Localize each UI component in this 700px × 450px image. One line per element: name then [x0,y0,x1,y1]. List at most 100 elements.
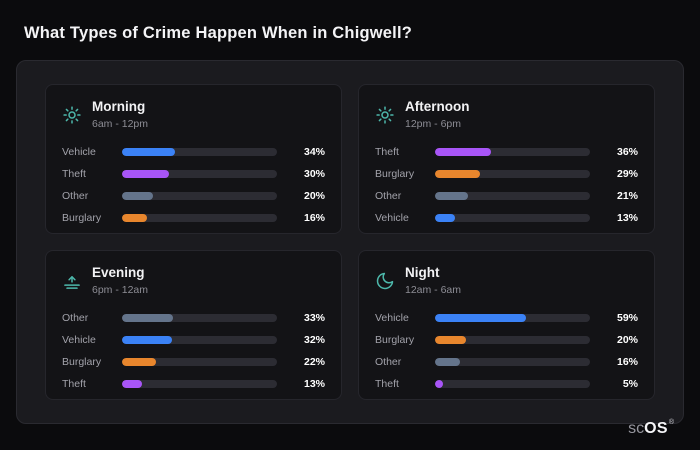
logo-prefix: sc [628,420,645,437]
bar-row: Theft 13% [62,378,325,390]
category-label: Burglary [62,211,102,224]
value-label: 16% [616,355,638,368]
bar-track [435,379,590,388]
value-label: 22% [303,355,325,368]
bar-fill [435,191,468,200]
bar-track [122,213,277,222]
value-label: 33% [303,311,325,324]
value-label: 13% [616,211,638,224]
time-card-afternoon: Afternoon 12pm - 6pm Theft 36% Burglary 29%… [358,84,655,234]
bar-row: Theft 30% [62,168,325,180]
category-label: Other [62,311,89,324]
category-label: Vehicle [62,145,96,158]
card-header-text: Afternoon 12pm - 6pm [405,99,470,130]
card-header-text: Morning 6am - 12pm [92,99,149,130]
value-label: 30% [303,167,325,180]
bar-track [435,357,590,366]
bar-fill [435,357,460,366]
card-header: Afternoon 12pm - 6pm [375,99,638,130]
bar-row: Vehicle 34% [62,146,325,158]
bar-row: Vehicle 32% [62,334,325,346]
bar-row: Burglary 22% [62,356,325,368]
card-title: Night [405,265,440,280]
category-label: Burglary [375,167,415,180]
bar-fill [122,335,172,344]
value-label: 16% [303,211,325,224]
bar-rows: Vehicle 34% Theft 30% Other 20% Burglary 16% [62,146,325,224]
bar-row: Burglary 16% [62,212,325,224]
card-header: Night 12am - 6am [375,265,638,296]
bar-track [435,169,590,178]
card-subtitle: 6pm - 12am [92,283,149,296]
card-title: Evening [92,265,145,280]
card-title: Morning [92,99,146,114]
value-label: 20% [303,189,325,202]
category-label: Other [62,189,89,202]
bar-row: Burglary 29% [375,168,638,180]
sun-icon [62,105,82,125]
card-subtitle: 6am - 12pm [92,117,149,130]
dashboard-panel: Morning 6am - 12pm Vehicle 34% Theft 30% Oth… [16,60,684,424]
bar-fill [435,379,443,388]
bar-fill [122,169,169,178]
bar-rows: Theft 36% Burglary 29% Other 21% Vehicle 13% [375,146,638,224]
value-label: 32% [303,333,325,346]
time-card-morning: Morning 6am - 12pm Vehicle 34% Theft 30% Oth… [45,84,342,234]
time-card-night: Night 12am - 6am Vehicle 59% Burglary 20% Ot… [358,250,655,400]
value-label: 36% [616,145,638,158]
bar-fill [122,313,174,322]
bar-fill [122,379,143,388]
card-subtitle: 12am - 6am [405,283,462,296]
category-label: Vehicle [375,211,409,224]
bar-track [435,313,590,322]
bar-row: Vehicle 59% [375,312,638,324]
category-label: Theft [375,377,399,390]
bar-fill [122,147,175,156]
bar-row: Theft 36% [375,146,638,158]
bar-track [122,191,277,200]
logo-main: OS [644,420,668,437]
bar-fill [122,213,147,222]
category-label: Burglary [62,355,102,368]
value-label: 13% [303,377,325,390]
card-header-text: Night 12am - 6am [405,265,462,296]
time-card-evening: Evening 6pm - 12am Other 33% Vehicle 32% Bur… [45,250,342,400]
bar-track [122,379,277,388]
registered-mark: ® [668,419,674,426]
category-label: Burglary [375,333,415,346]
page-title: What Types of Crime Happen When in Chigw… [24,24,413,42]
bar-row: Vehicle 13% [375,212,638,224]
bar-track [435,191,590,200]
bar-track [122,335,277,344]
category-label: Vehicle [375,311,409,324]
value-label: 59% [616,311,638,324]
moon-icon [375,271,395,291]
bar-fill [435,169,480,178]
bar-row: Other 33% [62,312,325,324]
sunset-icon [62,271,82,291]
bar-row: Other 16% [375,356,638,368]
bar-fill [122,357,157,366]
bar-track [122,147,277,156]
bar-track [435,147,590,156]
bar-fill [435,335,466,344]
category-label: Vehicle [62,333,96,346]
bar-rows: Vehicle 59% Burglary 20% Other 16% Theft 5% [375,312,638,390]
sun-icon [375,105,395,125]
card-subtitle: 12pm - 6pm [405,117,462,130]
card-header-text: Evening 6pm - 12am [92,265,149,296]
bar-row: Burglary 20% [375,334,638,346]
bar-fill [435,213,456,222]
value-label: 34% [303,145,325,158]
category-label: Theft [62,167,86,180]
bar-row: Other 20% [62,190,325,202]
bar-track [435,213,590,222]
value-label: 29% [616,167,638,180]
bar-rows: Other 33% Vehicle 32% Burglary 22% Theft 13% [62,312,325,390]
category-label: Theft [375,145,399,158]
bar-row: Theft 5% [375,378,638,390]
bar-fill [435,147,491,156]
bar-fill [122,191,153,200]
value-label: 5% [622,377,638,390]
category-label: Other [375,189,402,202]
